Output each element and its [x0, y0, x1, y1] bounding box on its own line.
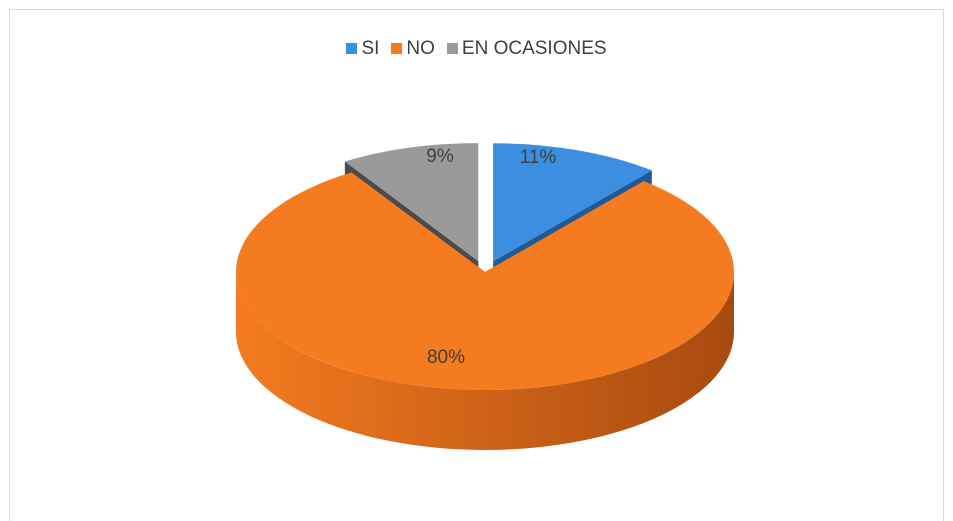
pie-slice-en-ocasiones: [344, 143, 479, 262]
legend-swatch-si: [346, 42, 358, 54]
legend-swatch-no: [391, 42, 403, 54]
pie-slice-no: [235, 172, 734, 390]
legend-label-no: NO: [406, 37, 435, 59]
legend: SI NO EN OCASIONES: [0, 36, 953, 60]
legend-item-no: NO: [391, 39, 435, 58]
legend-item-en-ocasiones: EN OCASIONES: [446, 37, 607, 59]
pie-side-no-0: [236, 272, 734, 450]
legend-label-en-ocasiones: EN OCASIONES: [461, 37, 607, 59]
legend-label-si: SI: [361, 37, 380, 59]
data-label-en-ocasiones: 9%: [426, 146, 454, 167]
legend-item-si: SI: [346, 39, 379, 58]
pie-slice-si: [493, 143, 652, 262]
legend-swatch-en-ocasiones: [446, 42, 458, 54]
data-label-no: 80%: [427, 347, 465, 368]
data-label-si: 11%: [520, 147, 557, 168]
